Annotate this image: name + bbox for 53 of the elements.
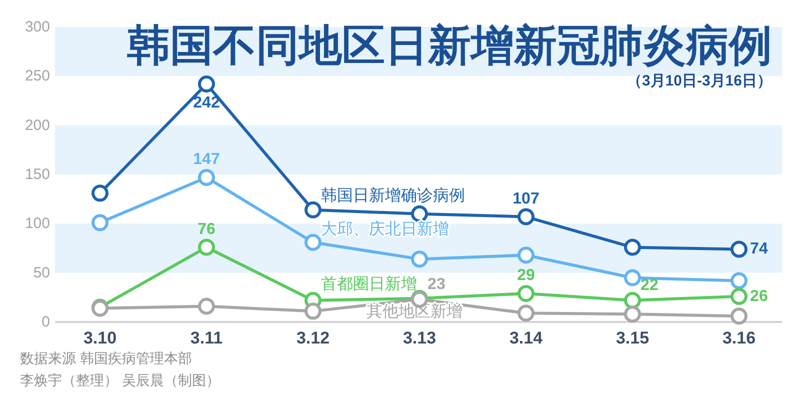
series-label: 首都圈日新增	[321, 274, 417, 293]
text: （3月10日-3月16日）	[626, 72, 772, 90]
x-tick-label: 3.12	[296, 328, 330, 348]
data-label: 107	[512, 190, 540, 208]
point	[730, 308, 748, 325]
point	[518, 284, 534, 302]
x-tick-label: 3.15	[616, 328, 650, 348]
point	[730, 240, 748, 258]
x-tick-label: 3.14	[509, 328, 544, 348]
point	[92, 184, 108, 202]
y-tick-label: 50	[33, 264, 50, 282]
y-tick-label: 0	[42, 314, 50, 330]
point	[518, 208, 534, 226]
point	[198, 76, 215, 93]
point	[92, 214, 108, 232]
point	[304, 234, 322, 251]
data-label: 23	[428, 276, 446, 293]
data-label: 26	[750, 288, 768, 305]
point	[518, 246, 534, 264]
point	[730, 272, 748, 290]
point	[624, 306, 641, 323]
y-tick-label: 150	[24, 166, 50, 183]
chart-title: 韩国不同地区日新增新冠肺炎病例	[126, 22, 772, 70]
data-label: 242	[193, 94, 220, 112]
data-label: 76	[198, 220, 216, 238]
y-tick-label: 300	[24, 18, 50, 36]
y-tick-label: 200	[24, 116, 50, 134]
series-label: 韩国日新增确诊病例	[321, 186, 465, 205]
point	[304, 201, 322, 218]
source-note: 数据来源 韩国疾病管理本部	[20, 350, 192, 366]
text: 李焕宇（整理） 吴辰晨（制图）	[20, 372, 220, 388]
point	[518, 304, 534, 322]
x-tick-label: 3.16	[722, 328, 756, 348]
point	[730, 288, 748, 305]
series-label: 大邱、庆北日新增	[321, 220, 449, 238]
point	[624, 238, 641, 256]
point	[624, 269, 641, 286]
point	[624, 292, 641, 309]
point	[198, 168, 215, 186]
data-label: 29	[517, 266, 535, 284]
y-tick-label: 100	[24, 215, 50, 232]
x-tick-label: 3.11	[190, 328, 223, 348]
point	[304, 302, 322, 320]
y-tick-label: 250	[24, 68, 50, 85]
data-label: 22	[640, 276, 658, 294]
point	[198, 238, 215, 256]
data-label: 147	[193, 150, 220, 168]
x-tick-label: 3.10	[83, 328, 117, 348]
point	[411, 205, 428, 222]
data-label: 74	[750, 240, 768, 258]
point	[411, 250, 428, 268]
x-tick-label: 3.13	[402, 328, 436, 348]
point	[198, 298, 215, 315]
